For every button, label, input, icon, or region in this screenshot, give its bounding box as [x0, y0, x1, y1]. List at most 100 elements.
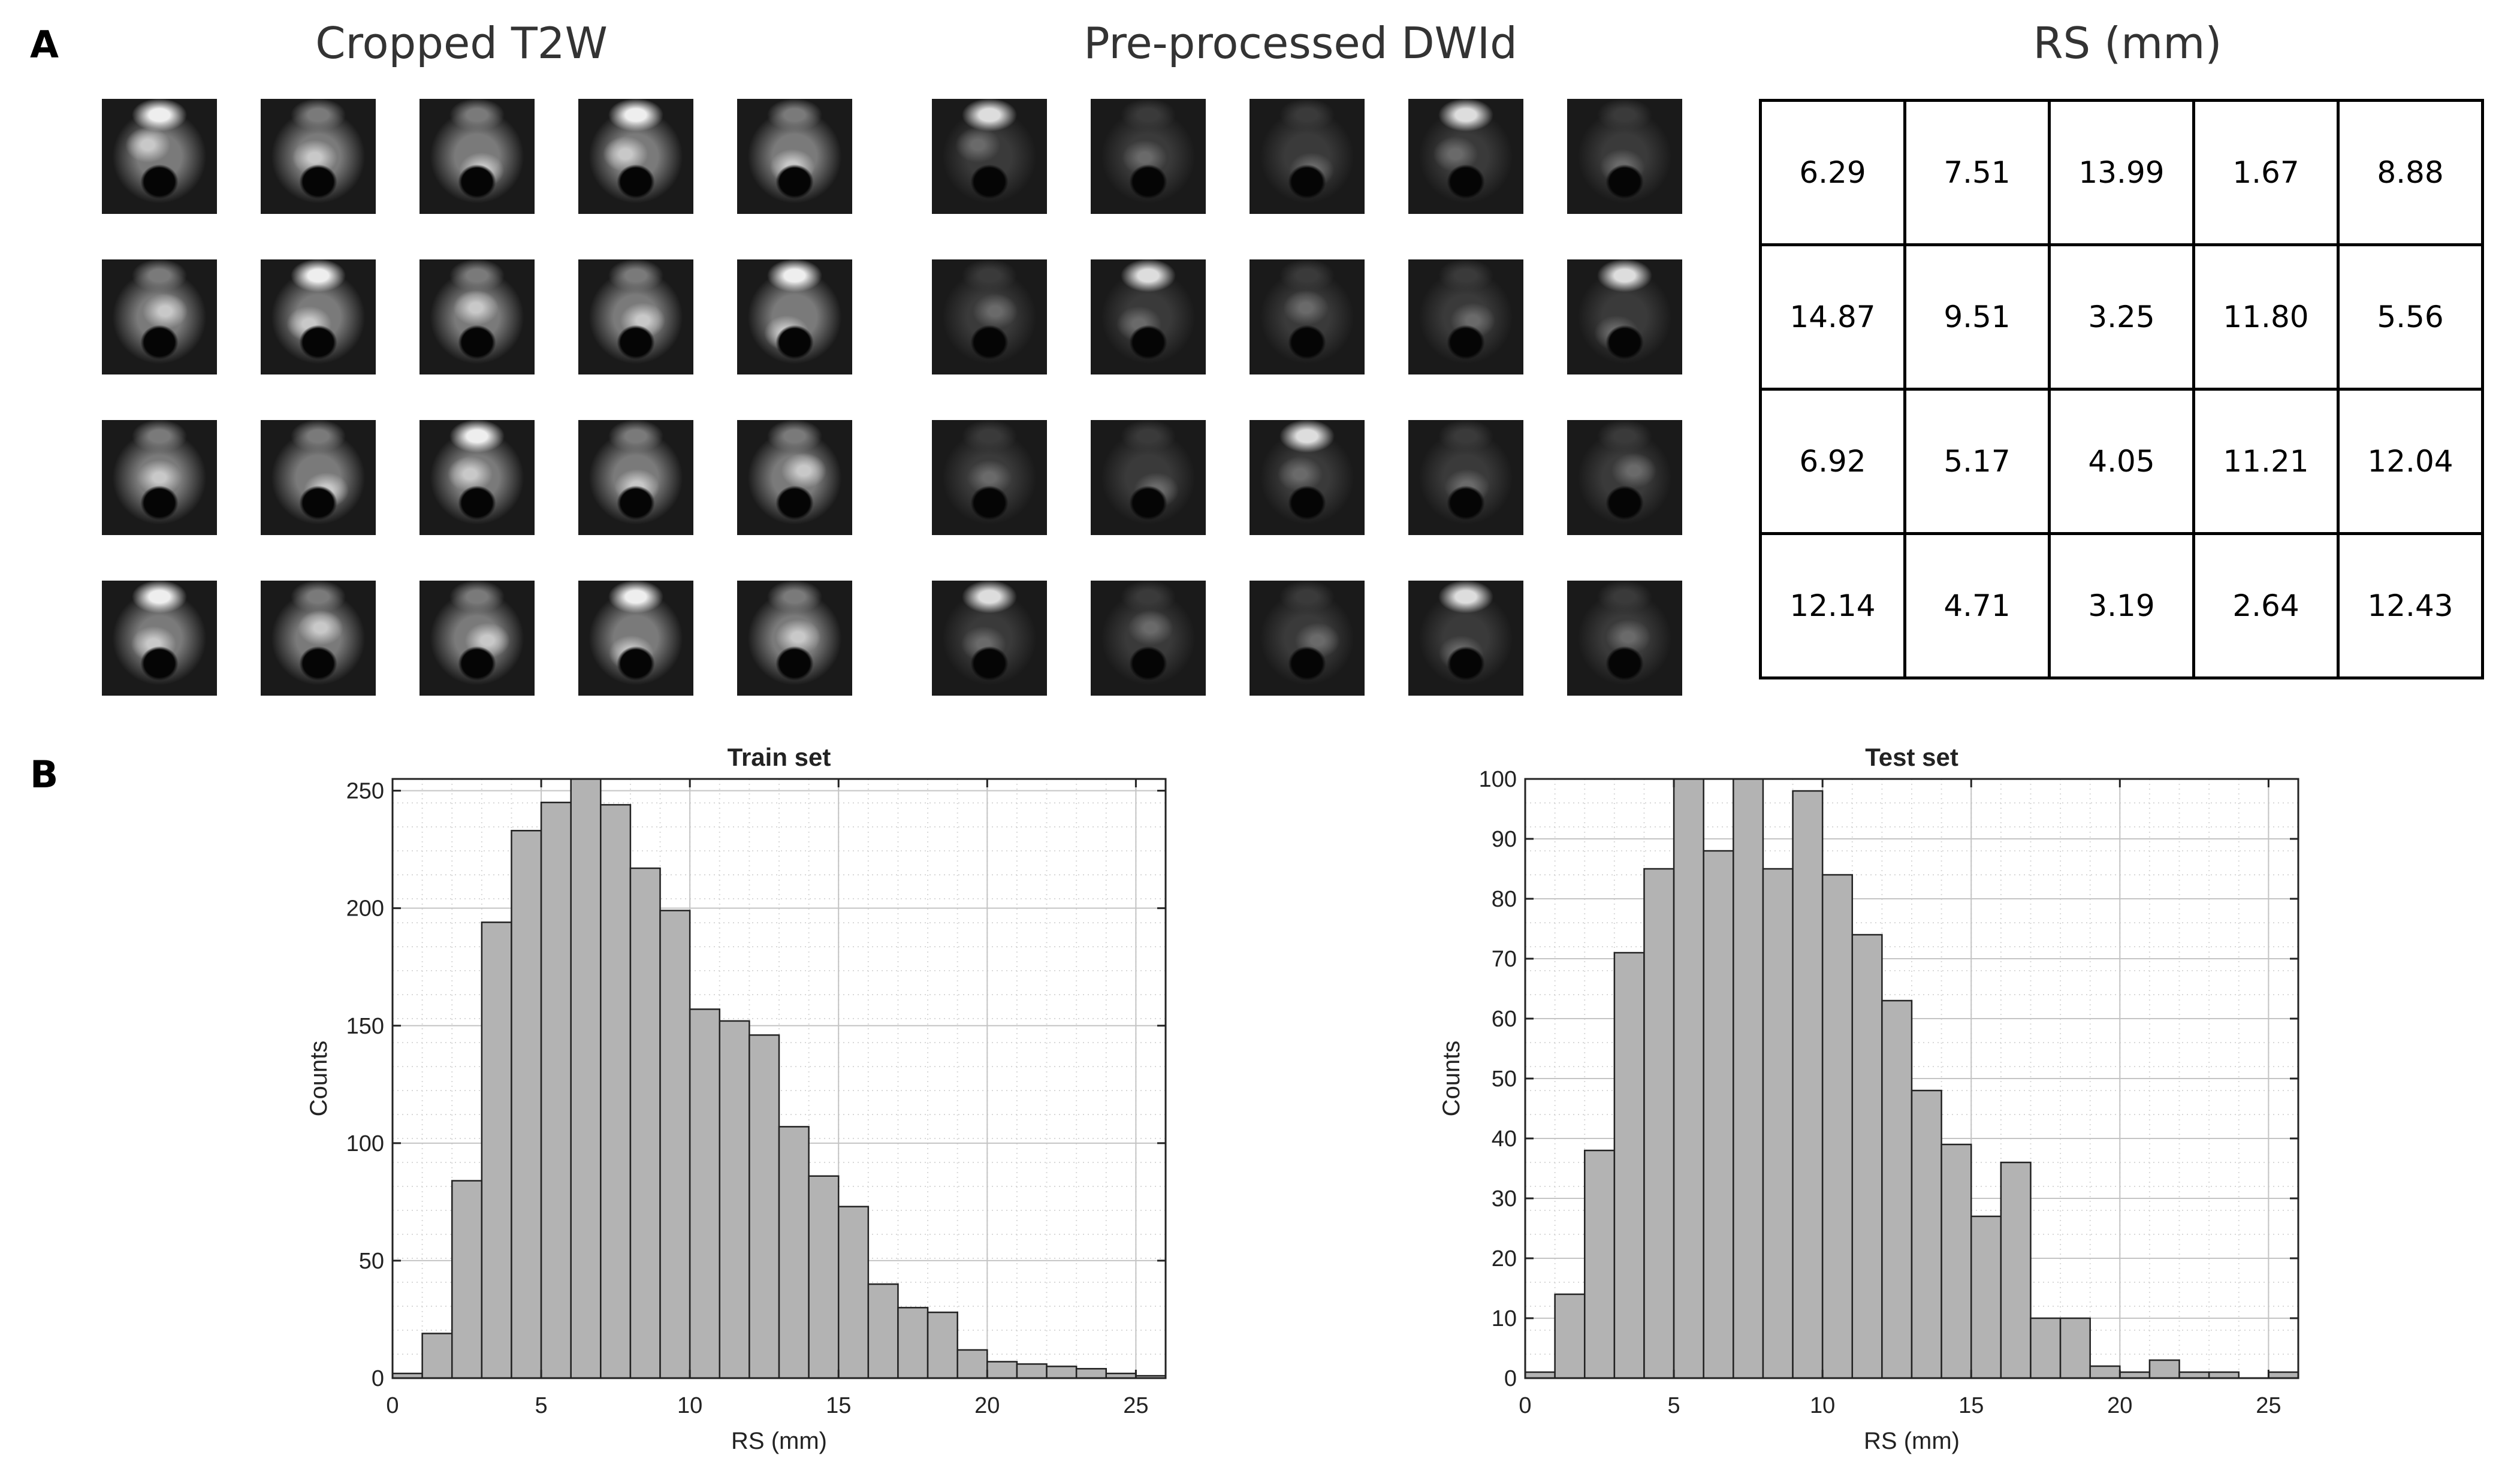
- rs-table-cell: 12.04: [2337, 388, 2484, 535]
- rs-table-row: 14.87 9.51 3.25 11.80 5.56: [1759, 243, 2484, 391]
- test-bar: [1792, 790, 1824, 1379]
- test-x-tick-label: 0: [1519, 1393, 1531, 1418]
- test-bar: [2030, 1317, 2062, 1379]
- rs-table-cell: 4.71: [1903, 532, 2051, 679]
- test-x-tick-label: 10: [1810, 1393, 1835, 1418]
- test-bar: [1762, 868, 1794, 1379]
- t2w-scan-thumbnail: [420, 259, 535, 374]
- train-bar: [600, 804, 632, 1379]
- dwi-scan-thumbnail: [1567, 99, 1682, 214]
- panel-a-label: A: [30, 23, 59, 67]
- train-bar: [986, 1361, 1018, 1379]
- train-y-axis-label: Counts: [306, 1041, 332, 1117]
- t2w-scan-thumbnail: [102, 99, 217, 214]
- train-bar: [511, 830, 542, 1379]
- rs-table: 6.29 7.51 13.99 1.67 8.88 14.87 9.51 3.25 11.80 5…: [1759, 99, 2484, 679]
- train-x-tick-label: 5: [535, 1393, 548, 1418]
- test-bar: [1911, 1089, 1942, 1379]
- dwi-scan-thumbnail: [1091, 259, 1206, 374]
- test-title: Test set: [1865, 743, 1958, 771]
- rs-table-cell: 5.56: [2337, 243, 2484, 391]
- dwi-scan-thumbnail: [1408, 99, 1523, 214]
- train-bar: [1075, 1368, 1107, 1379]
- rs-table-cell: 7.51: [1903, 99, 2051, 246]
- t2w-scan-thumbnail: [261, 259, 376, 374]
- t2w-title: Cropped T2W: [315, 18, 608, 68]
- dwi-scan-thumbnail: [1567, 259, 1682, 374]
- dwi-scan-thumbnail: [1250, 420, 1365, 535]
- t2w-scan-thumbnail: [737, 259, 852, 374]
- dwi-scan-thumbnail: [1250, 259, 1365, 374]
- train-bar: [956, 1349, 988, 1379]
- test-bar: [1821, 874, 1854, 1379]
- train-bar: [689, 1008, 721, 1379]
- train-bar: [421, 1333, 453, 1379]
- train-bar: [629, 867, 661, 1379]
- rs-table-cell: 12.43: [2337, 532, 2484, 679]
- t2w-scan-thumbnail: [420, 420, 535, 535]
- rs-table-cell: 13.99: [2048, 99, 2195, 246]
- rs-table-cell: 5.17: [1903, 388, 2051, 535]
- test-histogram: 0 5 10 15 20 25 0 10 20 30 40 50 60 70 80 90 100 Test set…: [1438, 743, 2299, 1454]
- test-bar: [2000, 1161, 2032, 1379]
- train-bar: [778, 1126, 810, 1379]
- test-bar: [1583, 1149, 1616, 1379]
- t2w-scan-thumbnail: [737, 99, 852, 214]
- train-y-tick-label: 0: [372, 1366, 384, 1391]
- rs-table-cell: 9.51: [1903, 243, 2051, 391]
- test-y-tick-label: 70: [1492, 947, 1517, 972]
- test-x-axis-label: RS (mm): [1864, 1428, 1960, 1454]
- test-y-tick-label: 30: [1492, 1186, 1517, 1212]
- train-y-tick-label: 200: [346, 896, 384, 922]
- test-y-tick-label: 20: [1492, 1246, 1517, 1271]
- rs-table-cell: 8.88: [2337, 99, 2484, 246]
- train-bar: [481, 921, 512, 1379]
- rs-table-row: 6.92 5.17 4.05 11.21 12.04: [1759, 388, 2484, 535]
- t2w-scan-thumbnail: [578, 420, 693, 535]
- test-bar: [1613, 952, 1645, 1379]
- train-bar: [897, 1307, 929, 1379]
- dwi-scan-thumbnail: [1408, 420, 1523, 535]
- test-bar: [1970, 1215, 2002, 1379]
- t2w-scan-thumbnail: [737, 581, 852, 696]
- t2w-scan-thumbnail: [737, 420, 852, 535]
- test-y-tick-label: 0: [1504, 1366, 1517, 1391]
- test-bar: [1881, 999, 1913, 1379]
- test-bar: [1733, 778, 1764, 1379]
- test-bar: [2059, 1317, 2091, 1379]
- dwi-scan-thumbnail: [1567, 420, 1682, 535]
- dwi-scan-thumbnail: [1408, 581, 1523, 696]
- train-bar: [719, 1020, 750, 1379]
- train-bar: [926, 1311, 958, 1379]
- rs-table-cell: 6.92: [1759, 388, 1906, 535]
- test-x-tick-label: 25: [2256, 1393, 2281, 1418]
- rs-table-cell: 3.25: [2048, 243, 2195, 391]
- train-bar: [837, 1206, 870, 1379]
- t2w-scan-thumbnail: [102, 259, 217, 374]
- dwi-title: Pre-processed DWId: [1084, 18, 1517, 68]
- rs-table-cell: 14.87: [1759, 243, 1906, 391]
- test-bar: [1851, 934, 1883, 1379]
- test-bar: [1940, 1143, 1972, 1379]
- train-bar: [1046, 1366, 1078, 1379]
- test-y-tick-label: 50: [1492, 1067, 1517, 1092]
- train-x-tick-label: 10: [677, 1393, 702, 1418]
- dwi-scan-thumbnail: [932, 99, 1047, 214]
- test-x-tick-label: 5: [1668, 1393, 1680, 1418]
- train-x-tick-label: 20: [974, 1393, 1000, 1418]
- test-bar: [2089, 1365, 2121, 1379]
- t2w-scan-thumbnail: [102, 581, 217, 696]
- rs-table-cell: 11.80: [2192, 243, 2340, 391]
- test-y-tick-label: 100: [1479, 767, 1517, 792]
- train-y-tick-label: 50: [359, 1249, 384, 1274]
- test-bar: [1703, 850, 1734, 1379]
- rs-table-cell: 11.21: [2192, 388, 2340, 535]
- train-bar: [570, 778, 602, 1379]
- rs-title: RS (mm): [2033, 18, 2222, 68]
- train-bar: [451, 1180, 483, 1379]
- dwi-scan-thumbnail: [1567, 581, 1682, 696]
- test-y-tick-label: 90: [1492, 827, 1517, 852]
- t2w-scan-thumbnail: [420, 581, 535, 696]
- rs-table-cell: 1.67: [2192, 99, 2340, 246]
